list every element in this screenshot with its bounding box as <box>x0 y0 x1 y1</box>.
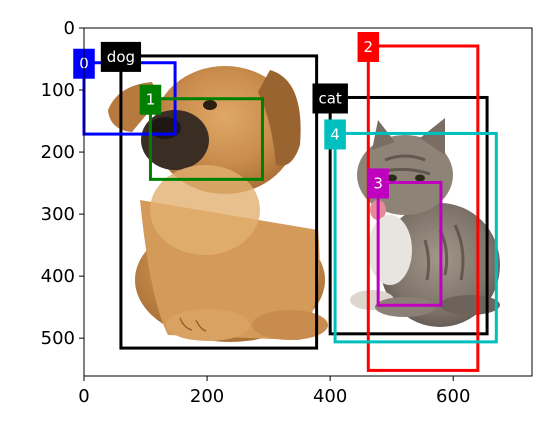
x-tick-label: 200 <box>190 386 224 407</box>
box-label-cat: cat <box>312 83 348 114</box>
x-tick-label: 400 <box>313 386 347 407</box>
y-tick-label: 0 <box>64 18 75 39</box>
box-label-1: 1 <box>139 84 162 115</box>
axes-frame <box>83 27 533 377</box>
bounding-box-2 <box>366 44 480 372</box>
y-tick-label: 100 <box>41 80 75 101</box>
box-label-text: cat <box>318 89 341 107</box>
y-tick-label: 500 <box>41 328 75 349</box>
bounding-box-1 <box>148 97 264 181</box>
box-label-dog: dog <box>100 41 142 72</box>
box-label-3: 3 <box>367 168 389 199</box>
bounding-box-dog <box>119 54 319 350</box>
box-label-4: 4 <box>324 119 346 150</box>
y-tick-label: 300 <box>41 204 75 225</box>
y-axis: 0 100 200 300 400 500 <box>41 18 84 349</box>
box-label-text: 4 <box>330 125 340 143</box>
bounding-box-4 <box>333 131 498 344</box>
box-label-text: dog <box>107 48 135 66</box>
box-label-background <box>324 119 346 150</box>
box-label-background <box>357 31 380 62</box>
box-label-text: 1 <box>146 91 156 109</box>
box-label-background <box>100 41 142 72</box>
x-tick-label: 0 <box>78 386 89 407</box>
y-tick-label: 400 <box>41 266 75 287</box>
box-label-2: 2 <box>357 31 380 62</box>
box-label-background <box>367 168 389 199</box>
box-label-background <box>139 84 162 115</box>
box-label-text: 2 <box>364 38 374 56</box>
box-label-text: 3 <box>373 174 383 192</box>
bounding-box-cat <box>328 95 489 336</box>
y-tick-label: 200 <box>41 142 75 163</box>
bounding-box-3 <box>376 180 443 307</box>
x-axis: 0 200 400 600 <box>78 376 470 407</box>
x-tick-label: 600 <box>436 386 470 407</box>
box-label-background <box>312 83 348 114</box>
